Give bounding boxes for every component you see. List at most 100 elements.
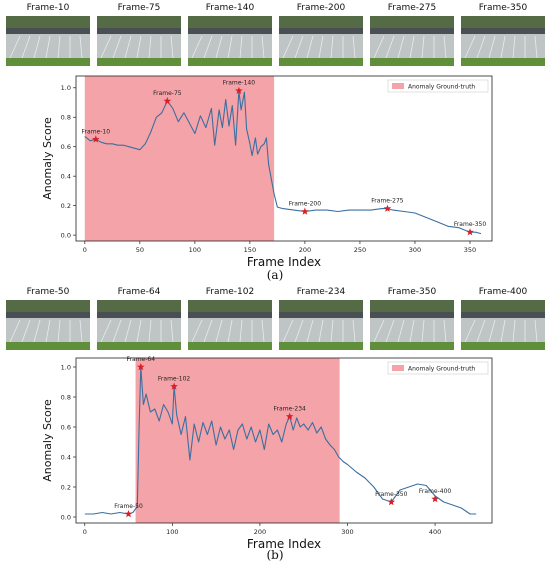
anomaly-score-chart-b: 0 100 200 300 400 0.0 0.2 0.4 0.6 0.8 1.0 Frame Ind…: [41, 356, 493, 548]
frame-label: Frame-75: [117, 3, 161, 13]
parking-line: [100, 35, 112, 59]
parking-line: [33, 319, 41, 343]
parking-lot-thumbnail: [97, 300, 181, 350]
parking-lot-thumbnail: [461, 300, 545, 350]
frame-label: Frame-200: [296, 3, 346, 13]
trees: [279, 16, 363, 30]
parking-line: [488, 35, 496, 59]
trees: [6, 300, 90, 314]
parking-line: [227, 35, 233, 59]
parking-line: [500, 35, 506, 59]
grass: [461, 58, 545, 66]
trees: [97, 16, 181, 30]
parking-line: [534, 319, 538, 343]
grass: [6, 58, 90, 66]
parking-line: [57, 35, 61, 59]
frame-marker-label: Frame-400: [419, 488, 451, 495]
parking-line: [443, 319, 447, 343]
parking-line: [352, 319, 356, 343]
y-tick-label: 0.0: [61, 231, 71, 239]
parking-line: [385, 35, 395, 59]
anomaly-score-chart-a: 0 50 100 150 200 250 300 350 0.0 0.2 0.4 0.6 0.8 1.0 F…: [41, 75, 493, 268]
parking-line: [306, 35, 314, 59]
x-axis-label: Frame Index: [247, 255, 321, 268]
frame-label: Frame-10: [26, 3, 70, 13]
x-tick-label: 0: [83, 528, 87, 536]
x-tick-label: 300: [341, 528, 353, 536]
parking-lot-thumbnail: [97, 16, 181, 66]
trees: [188, 300, 272, 314]
parking-line: [170, 319, 174, 343]
cars: [6, 312, 90, 318]
grass: [461, 342, 545, 350]
y-tick-label: 0.4: [61, 172, 71, 180]
parking-line: [385, 319, 395, 343]
parking-lot-thumbnail: [6, 300, 90, 350]
frame-marker-label: Frame-200: [289, 201, 321, 208]
parking-line: [45, 319, 51, 343]
frame-marker-label: Frame-140: [223, 80, 255, 87]
x-tick-label: 100: [166, 528, 178, 536]
frame-thumb-a-5: Frame-350: [461, 2, 545, 66]
parking-line: [191, 319, 203, 343]
frame-label: Frame-400: [478, 287, 528, 297]
grass: [370, 342, 454, 350]
x-tick-label: 350: [464, 246, 476, 254]
y-tick-label: 1.0: [61, 84, 71, 92]
parking-line: [261, 35, 265, 59]
x-tick-label: 0: [83, 246, 87, 254]
x-tick-label: 100: [189, 246, 201, 254]
cars: [461, 28, 545, 34]
parking-line: [79, 319, 83, 343]
frame-label: Frame-102: [205, 287, 255, 297]
frame-marker-label: Frame-50: [114, 503, 143, 510]
frames-row-b: Frame-50 Frame-64 Frame-102 Frame-234 Fr…: [0, 286, 550, 352]
x-tick-label: 200: [254, 528, 266, 536]
parking-line: [45, 35, 51, 59]
grass: [370, 58, 454, 66]
cars: [279, 312, 363, 318]
cars: [370, 28, 454, 34]
frame-marker: [235, 86, 243, 94]
trees: [97, 300, 181, 314]
parking-line: [170, 35, 174, 59]
frame-thumb-a-0: Frame-10: [6, 2, 90, 66]
panel-caption-a: (a): [266, 268, 284, 282]
frame-label: Frame-350: [387, 287, 437, 297]
x-tick-label: 150: [244, 246, 256, 254]
trees: [461, 300, 545, 314]
parking-line: [421, 319, 425, 343]
parking-line: [464, 35, 476, 59]
parking-line: [148, 319, 152, 343]
parking-line: [9, 35, 21, 59]
y-tick-label: 1.0: [61, 363, 71, 371]
y-tick-label: 0.2: [61, 202, 71, 210]
parking-line: [512, 319, 516, 343]
parking-line: [443, 35, 447, 59]
parking-line: [261, 319, 265, 343]
legend-label: Anomaly Ground-truth: [408, 366, 475, 373]
parking-lot-thumbnail: [279, 300, 363, 350]
legend-label: Anomaly Ground-truth: [408, 84, 475, 91]
frame-marker-label: Frame-102: [158, 376, 190, 383]
cars: [279, 28, 363, 34]
parking-line: [215, 35, 223, 59]
parking-line: [409, 35, 415, 59]
frame-thumb-b-0: Frame-50: [6, 286, 90, 350]
legend-swatch: [392, 365, 404, 371]
parking-lot-thumbnail: [370, 300, 454, 350]
parking-line: [203, 35, 213, 59]
parking-line: [512, 35, 516, 59]
frame-marker: [387, 498, 396, 506]
trees: [370, 16, 454, 30]
parking-line: [373, 319, 385, 343]
parking-line: [136, 35, 142, 59]
frame-marker-label: Frame-10: [82, 128, 111, 135]
grass: [188, 342, 272, 350]
trees: [6, 16, 90, 30]
x-tick-label: 300: [409, 246, 421, 254]
y-tick-label: 0.4: [61, 453, 71, 461]
parking-lot-thumbnail: [188, 300, 272, 350]
parking-line: [476, 35, 486, 59]
frame-marker-label: Frame-350: [454, 221, 486, 228]
